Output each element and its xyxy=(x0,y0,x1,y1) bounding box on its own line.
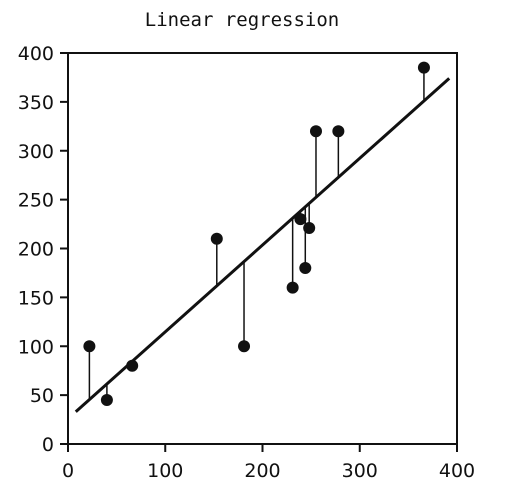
data-point xyxy=(309,125,322,138)
y-tick-label: 300 xyxy=(18,141,54,163)
residual-lines xyxy=(88,67,425,401)
y-tick-label: 200 xyxy=(18,239,54,261)
data-point xyxy=(286,281,299,294)
data-point xyxy=(126,359,139,372)
x-tick-label: 400 xyxy=(439,460,475,482)
x-tick-label: 0 xyxy=(62,460,74,482)
data-points xyxy=(83,61,430,407)
chart-title: Linear regression xyxy=(145,9,339,31)
y-tick-label: 100 xyxy=(18,336,54,358)
data-point xyxy=(303,221,316,234)
regression-line xyxy=(74,77,451,413)
data-point xyxy=(332,125,345,138)
plot-area-frame xyxy=(67,52,458,445)
data-point xyxy=(294,213,307,226)
data-point xyxy=(417,61,430,74)
data-point xyxy=(238,340,251,353)
data-point xyxy=(210,232,223,245)
x-tick-label: 100 xyxy=(147,460,183,482)
data-point xyxy=(299,262,312,275)
x-axis: 0 100 200 300 400 xyxy=(62,444,475,482)
data-point xyxy=(83,340,96,353)
y-tick-label: 50 xyxy=(30,385,54,407)
y-tick-label: 150 xyxy=(18,287,54,309)
y-tick-label: 350 xyxy=(18,92,54,114)
x-tick-label: 300 xyxy=(342,460,378,482)
y-tick-label: 0 xyxy=(42,434,54,456)
y-axis: 0 50 100 150 200 250 300 350 400 xyxy=(18,43,68,456)
x-tick-label: 200 xyxy=(244,460,280,482)
y-tick-label: 250 xyxy=(18,190,54,212)
data-point xyxy=(100,394,113,407)
y-tick-label: 400 xyxy=(18,43,54,65)
